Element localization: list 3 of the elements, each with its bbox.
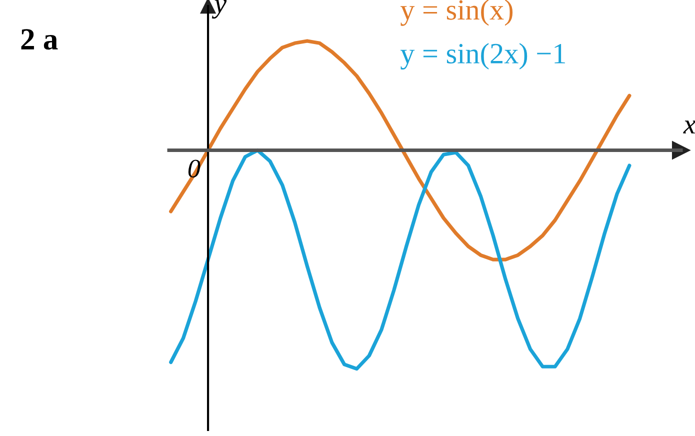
y-axis-title: y xyxy=(212,0,227,19)
text: y = sin(2x) −1 xyxy=(400,43,565,70)
text: 2 a xyxy=(21,29,58,50)
